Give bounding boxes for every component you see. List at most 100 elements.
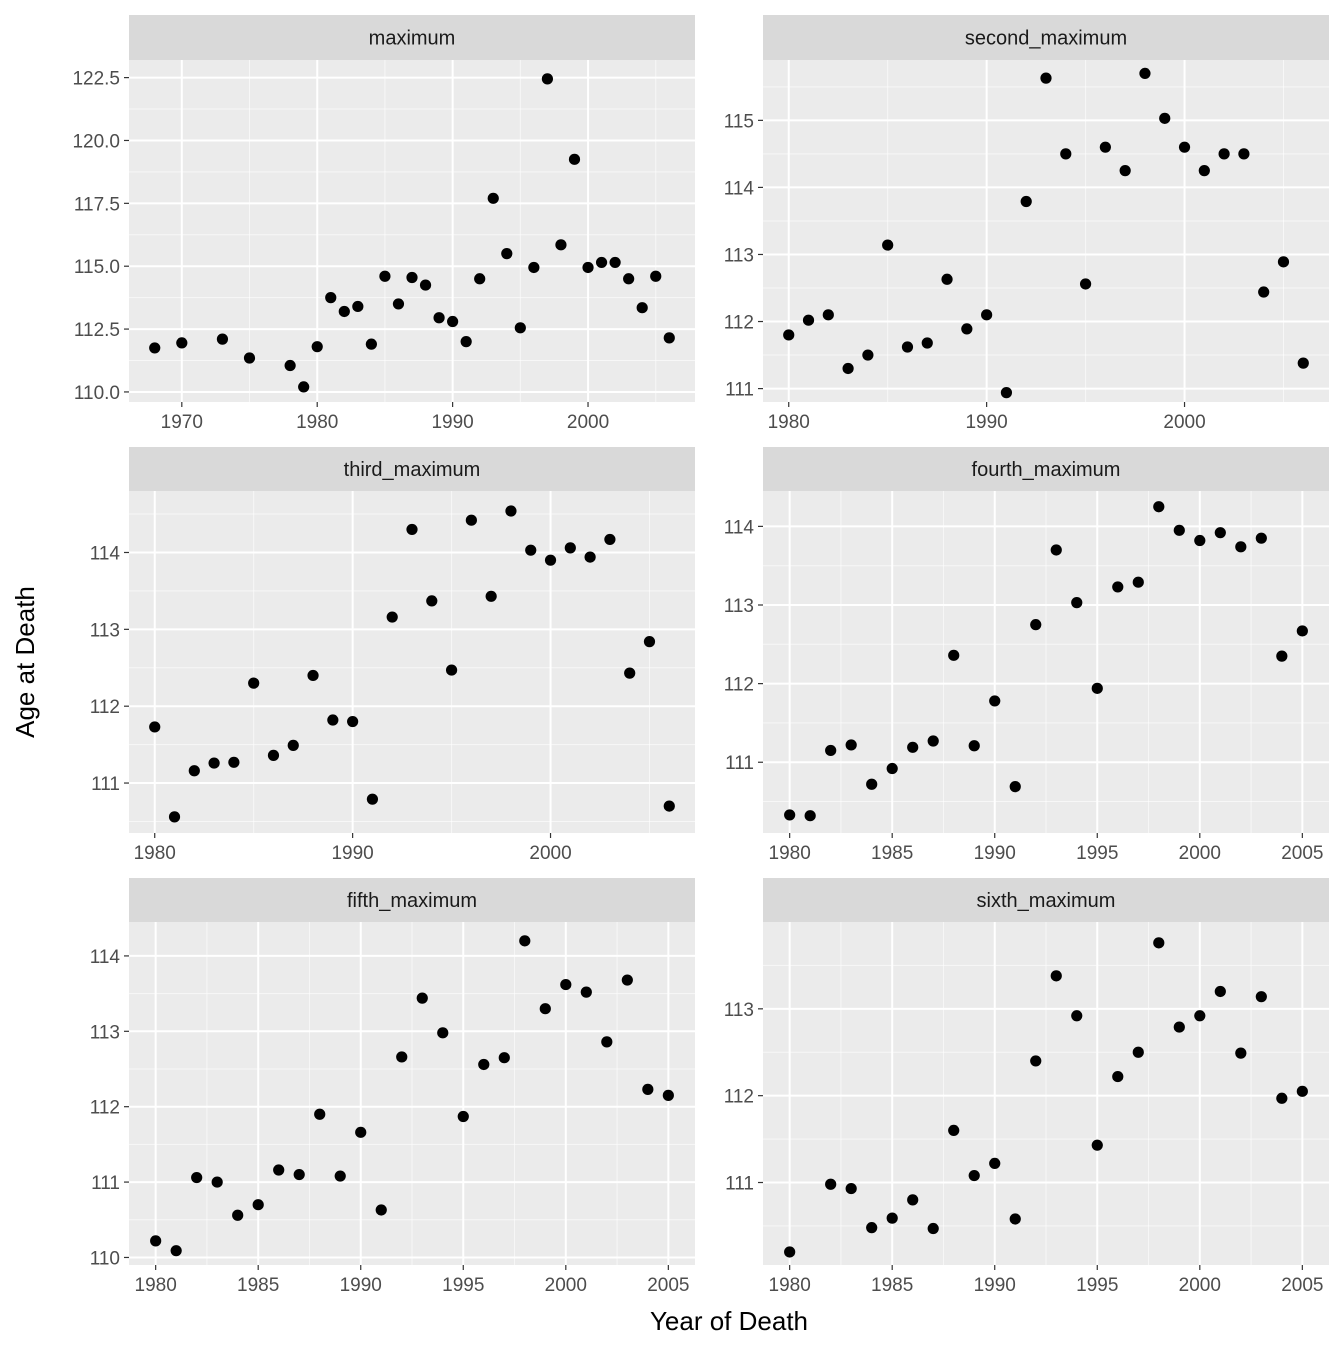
data-point [1173,1021,1185,1033]
x-tick-label: 1980 [134,843,176,864]
y-tick-label: 120.0 [72,131,120,152]
data-point [445,664,458,676]
x-tick-label: 2000 [545,1275,587,1296]
y-tick-label: 113 [90,620,120,641]
data-point [366,793,379,805]
x-tick-label: 1980 [768,412,810,433]
y-tick-label: 114 [724,517,755,538]
data-point [907,741,919,753]
data-point [232,1209,244,1221]
data-point [478,1058,490,1071]
data-point [783,329,795,341]
data-point [981,309,993,321]
data-point [1099,141,1111,153]
data-point [539,1003,551,1015]
data-point [327,714,339,726]
data-point [968,740,980,752]
x-tick-label: 2000 [1179,843,1221,864]
y-tick-label: 113 [724,245,754,266]
y-tick-label: 114 [90,543,121,564]
data-point [1153,937,1165,949]
data-point [334,1170,346,1182]
data-point [822,309,834,321]
data-point [1296,625,1308,637]
x-tick-label: 1980 [769,1275,811,1296]
data-point [560,978,572,991]
y-tick-label: 113 [724,1000,754,1021]
data-point [1255,991,1267,1003]
data-point [921,337,933,349]
x-tick-label: 1990 [331,843,373,864]
data-point [663,332,675,344]
y-tick-label: 112 [724,313,754,334]
data-point [989,695,1001,707]
data-point [882,239,894,251]
data-point [528,261,540,274]
data-point [426,595,438,607]
data-point [1153,501,1165,513]
data-point [901,341,914,353]
data-point [802,314,815,326]
data-point [1119,165,1131,177]
data-point [1040,72,1052,84]
data-point [176,337,188,349]
data-point [636,302,648,314]
x-tick-label: 2005 [1281,843,1323,864]
facet-strip [129,447,695,491]
facet-strip [129,878,695,922]
x-tick-label: 1980 [296,412,338,433]
data-point [1060,148,1072,160]
data-point [948,649,960,661]
data-point [825,744,837,757]
data-point [150,1235,162,1247]
facet-title: third_maximum [344,459,481,481]
data-point [1132,1046,1144,1058]
y-tick-label: 111 [725,753,754,774]
facet-sixth-maximum: sixth_maximum 1980 1985 1990 1995 2000 2005 111… [724,878,1329,1296]
data-point [1238,148,1250,160]
x-tick-label: 1980 [769,843,811,864]
data-point [505,505,517,517]
data-point [582,261,594,274]
data-point [1178,141,1191,153]
data-point [650,270,662,282]
x-axis-title: Year of Death [650,1306,808,1336]
y-tick-label: 114 [90,947,121,968]
data-point [961,323,973,335]
data-point [252,1199,264,1211]
y-tick-label: 115 [724,111,754,132]
data-point [293,1168,305,1181]
x-tick-label: 1990 [431,412,473,433]
y-tick-label: 112 [724,675,754,696]
data-point [498,1052,510,1064]
data-point [1112,1070,1124,1083]
data-point [825,1178,837,1190]
data-point [191,1171,203,1184]
x-tick-label: 1980 [135,1275,177,1296]
data-point [267,749,280,761]
data-point [1139,67,1151,80]
data-point [447,315,459,328]
data-point [1218,148,1230,160]
data-point [416,992,428,1004]
data-point [544,554,557,566]
data-point [886,1212,898,1224]
facet-fourth-maximum: fourth_maximum 1980 1985 1990 1995 2000 2005 11… [724,447,1329,864]
y-tick-label: 111 [725,380,754,401]
data-point [1258,286,1270,298]
data-point [1112,581,1124,593]
x-tick-label: 1995 [442,1275,484,1296]
data-point [433,312,445,324]
y-tick-label: 110.0 [74,383,120,404]
data-point [1132,576,1144,588]
data-point [248,677,260,689]
facet-fifth-maximum: fifth_maximum 1980 1985 1990 1995 2000 2005 110… [90,878,695,1296]
y-tick-label: 111 [91,1173,120,1194]
data-point [604,533,616,546]
data-point [170,1245,182,1257]
data-point [623,273,635,285]
data-point [1030,619,1042,631]
data-point [347,715,359,728]
data-point [643,636,656,648]
